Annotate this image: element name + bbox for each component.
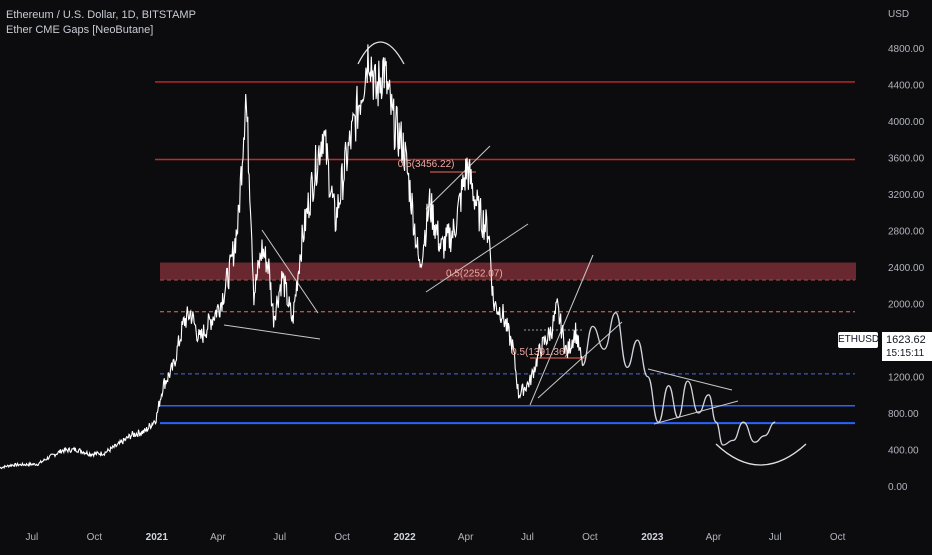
y-tick-label: 2400.00 [888, 263, 925, 274]
zone-layer [160, 262, 856, 280]
y-tick-label: 2000.00 [888, 300, 925, 311]
y-tick-label: 3600.00 [888, 154, 925, 165]
y-tick-label: 4800.00 [888, 44, 925, 55]
x-tick-label: Apr [706, 532, 722, 543]
fib-level-label: 0.5(2252.07) [446, 269, 503, 280]
x-axis: Jul Oct 2021 Apr Jul Oct 2022 Apr Jul Oct 2023 Apr J… [26, 532, 846, 543]
fib-level-label: 0.5(3456.22) [398, 159, 455, 170]
y-tick-label: 2800.00 [888, 227, 925, 238]
chart-legend: Ethereum / U.S. Dollar, 1D, BITSTAMP Eth… [6, 8, 196, 38]
trendline[interactable] [223, 324, 321, 340]
price-line-ETHUSD [0, 44, 583, 470]
symbol-title[interactable]: Ethereum / U.S. Dollar, 1D, BITSTAMP [6, 9, 196, 21]
x-tick-label: Oct [334, 532, 350, 543]
currency-label: USD [888, 9, 909, 20]
projection-path [581, 312, 776, 446]
price-tag-countdown: 15:15:11 [882, 347, 932, 361]
y-tick-label: 400.00 [888, 446, 919, 457]
projection-layer [581, 312, 776, 446]
x-tick-label: 2021 [146, 532, 169, 543]
trendline[interactable] [537, 321, 623, 399]
trend-drawings-layer [223, 41, 807, 466]
x-tick-label: Jul [273, 532, 286, 543]
price-series-layer [0, 44, 583, 470]
y-tick-label: 800.00 [888, 409, 919, 420]
supply-zone [160, 262, 856, 280]
x-tick-label: Jul [26, 532, 39, 543]
x-tick-label: Oct [87, 532, 103, 543]
bottom-arc [715, 443, 807, 466]
y-axis: USD0.00400.00800.001200.001600.002000.00… [888, 9, 925, 493]
fib-labels-layer: 0.5(3456.22) 0.5(2252.07) 0.5(1391.36) [398, 159, 568, 358]
horizontal-levels-layer [155, 81, 855, 425]
y-tick-label: 1200.00 [888, 373, 925, 384]
x-tick-label: 2023 [641, 532, 664, 543]
indicator-name[interactable]: Ether CME Gaps [NeoButane] [6, 24, 154, 36]
fib-level-label: 0.5(1391.36) [511, 347, 568, 358]
x-tick-label: Apr [210, 532, 226, 543]
y-tick-label: 4000.00 [888, 117, 925, 128]
x-tick-label: 2022 [393, 532, 416, 543]
y-tick-label: 4400.00 [888, 81, 925, 92]
x-tick-label: Oct [582, 532, 598, 543]
trendline[interactable] [653, 400, 739, 425]
x-tick-label: Apr [458, 532, 474, 543]
x-tick-label: Jul [769, 532, 782, 543]
y-tick-label: 3200.00 [888, 190, 925, 201]
x-tick-label: Jul [521, 532, 534, 543]
trendline[interactable] [425, 145, 491, 210]
trendline[interactable] [425, 223, 529, 293]
trendline[interactable] [261, 229, 319, 314]
x-tick-label: Oct [830, 532, 846, 543]
y-tick-label: 0.00 [888, 482, 908, 493]
price-tag-value: 1623.62 [882, 332, 932, 348]
price-tag-symbol: ETHUSD [838, 332, 879, 348]
trendline[interactable] [647, 368, 733, 391]
top-arc [357, 41, 405, 65]
